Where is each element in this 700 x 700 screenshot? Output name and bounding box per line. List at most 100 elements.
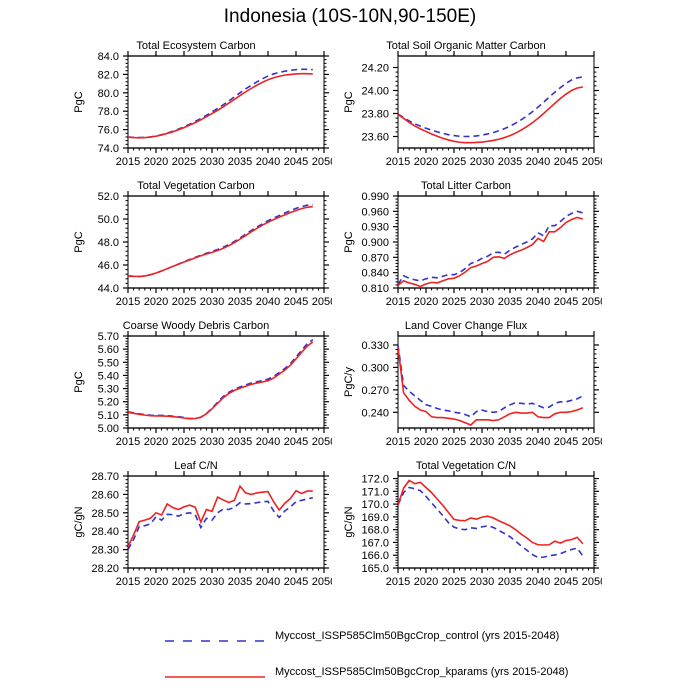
xtick-label: 2025 [442, 436, 466, 448]
panel-title-total-soil-organic-matter-carbon: Total Soil Organic Matter Carbon [386, 40, 546, 52]
xtick-label: 2035 [498, 576, 522, 588]
xtick-label: 2020 [414, 156, 438, 168]
ytick-label: 5.50 [98, 357, 119, 369]
xtick-label: 2045 [284, 156, 308, 168]
ytick-label: 0.840 [361, 268, 389, 280]
panel-title-total-vegetation-c-n: Total Vegetation C/N [415, 460, 517, 472]
figure-legend: Myccost_ISSP585Clm50BgcCrop_control (yrs… [0, 628, 700, 700]
series-kparams [398, 216, 584, 288]
xtick-label: 2015 [386, 436, 410, 448]
xtick-label: 2040 [526, 296, 550, 308]
ytick-label: 5.30 [98, 384, 119, 396]
ylabel-total-vegetation-c-n: gC/gN [343, 506, 355, 537]
ytick-label: 0.810 [361, 283, 389, 295]
series-kparams [128, 484, 313, 548]
ytick-label: 76.0 [98, 125, 119, 137]
ytick-label: 78.0 [98, 106, 119, 118]
panel-total-soil-organic-matter-carbon: Total Soil Organic Matter Carbon 2015 2020… [332, 40, 602, 180]
series-control [398, 210, 584, 285]
xtick-label: 2045 [284, 296, 308, 308]
panel-title-land-cover-change-flux: Land Cover Change Flux [404, 320, 528, 332]
xtick-label: 2020 [414, 576, 438, 588]
ytick-label: 82.0 [98, 69, 119, 81]
ytick-label: 5.60 [98, 344, 119, 356]
xtick-label: 2025 [172, 156, 196, 168]
panel-title-coarse-woody-debris-carbon: Coarse Woody Debris Carbon [122, 320, 270, 332]
xtick-label: 2030 [200, 576, 224, 588]
panel-leaf-c-n: Leaf C/N 2015 2020 2025 2030 2035 2040 2045 2050… [62, 460, 332, 600]
xtick-label: 2045 [284, 576, 308, 588]
xtick-label: 2030 [200, 296, 224, 308]
ytick-label: 0.960 [361, 206, 389, 218]
ytick-label: 172.0 [361, 474, 389, 486]
ytick-label: 5.20 [98, 397, 119, 409]
panel-coarse-woody-debris-carbon: Coarse Woody Debris Carbon 2015 2020 2025 20… [62, 320, 332, 460]
ytick-label: 171.0 [361, 486, 389, 498]
series-kparams [398, 347, 584, 426]
xtick-label: 2025 [172, 576, 196, 588]
series-kparams [398, 479, 584, 546]
ytick-label: 50.0 [98, 214, 119, 226]
xtick-label: 2025 [172, 296, 196, 308]
xtick-label: 2035 [498, 296, 522, 308]
series-kparams [398, 86, 583, 144]
ytick-label: 0.930 [361, 222, 389, 234]
legend-label: Myccost_ISSP585Clm50BgcCrop_kparams (yrs… [275, 666, 569, 678]
ytick-label: 5.10 [98, 410, 119, 422]
ytick-label: 28.20 [91, 563, 119, 575]
series-kparams [128, 341, 314, 420]
xtick-label: 2015 [386, 576, 410, 588]
ytick-label: 23.60 [361, 132, 389, 144]
xtick-label: 2035 [228, 296, 252, 308]
xtick-label: 2015 [386, 156, 410, 168]
legend-entry-control: Myccost_ISSP585Clm50BgcCrop_control (yrs… [0, 628, 700, 650]
xtick-label: 2045 [554, 576, 578, 588]
ylabel-total-vegetation-carbon: PgC [73, 231, 85, 252]
xtick-label: 2020 [414, 296, 438, 308]
ytick-label: 80.0 [98, 88, 119, 100]
xtick-label: 2045 [554, 296, 578, 308]
ytick-label: 44.0 [98, 283, 119, 295]
panel-title-total-litter-carbon: Total Litter Carbon [421, 180, 511, 192]
legend-entry-kparams: Myccost_ISSP585Clm50BgcCrop_kparams (yrs… [0, 664, 700, 686]
ytick-label: 0.870 [361, 252, 389, 264]
xtick-label: 2045 [284, 436, 308, 448]
legend-line-sample [165, 638, 265, 642]
series-control [128, 339, 314, 420]
xtick-label: 2020 [144, 436, 168, 448]
xtick-label: 2030 [200, 436, 224, 448]
panel-total-ecosystem-carbon: Total Ecosystem Carbon 2015 2020 2025 2030 20… [62, 40, 332, 180]
legend-line-sample [165, 674, 265, 678]
ytick-label: 46.0 [98, 260, 119, 272]
xtick-label: 2035 [228, 576, 252, 588]
panel-title-leaf-c-n: Leaf C/N [174, 460, 218, 472]
series-control [398, 76, 583, 138]
xtick-label: 2035 [228, 436, 252, 448]
xtick-label: 2020 [414, 436, 438, 448]
series-control [398, 486, 584, 559]
xtick-label: 2045 [554, 156, 578, 168]
xtick-label: 2040 [526, 156, 550, 168]
xtick-label: 2025 [442, 156, 466, 168]
panel-total-vegetation-carbon: Total Vegetation Carbon 2015 2020 2025 2030 2… [62, 180, 332, 320]
ytick-label: 52.0 [98, 191, 119, 203]
panel-title-total-vegetation-carbon: Total Vegetation Carbon [137, 180, 255, 192]
ytick-label: 169.0 [361, 512, 389, 524]
ylabel-land-cover-change-flux: PgC/y [343, 367, 355, 397]
legend-label: Myccost_ISSP585Clm50BgcCrop_control (yrs… [275, 630, 560, 642]
ytick-label: 0.330 [361, 340, 389, 352]
ytick-label: 0.990 [361, 191, 389, 203]
panel-land-cover-change-flux: Land Cover Change Flux 2015 2020 2025 2030 20… [332, 320, 602, 460]
xtick-label: 2020 [144, 296, 168, 308]
ytick-label: 166.0 [361, 550, 389, 562]
